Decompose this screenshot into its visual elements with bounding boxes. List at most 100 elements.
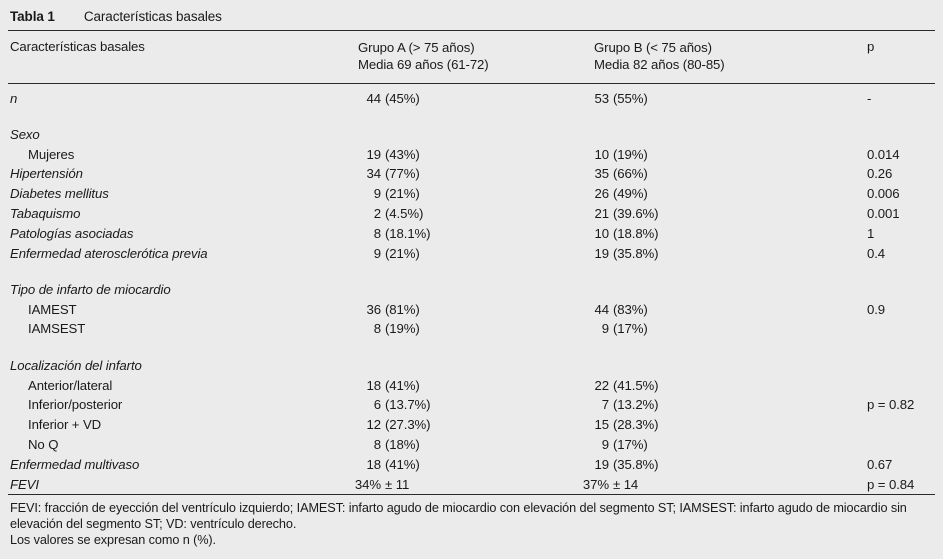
value-percent: (4.5%) bbox=[385, 205, 424, 221]
value-count: 6 bbox=[373, 397, 381, 413]
column-header-characteristics: Características basales bbox=[10, 38, 145, 54]
p-value: - bbox=[867, 90, 872, 106]
p-value: 0.014 bbox=[867, 146, 900, 162]
value-count: 9 bbox=[601, 436, 609, 452]
value-percent: (43%) bbox=[385, 146, 420, 162]
table-row: Inferior/posterior 6 (13.7%) 7 (13.2%) p = 0.… bbox=[0, 395, 943, 415]
group-b-value: 26 (49%) bbox=[576, 184, 648, 204]
group-b-value: 9 (17%) bbox=[576, 435, 648, 455]
table-row: IAMEST 36 (81%) 44 (83%) 0.9 bbox=[0, 300, 943, 320]
value-count: 8 bbox=[373, 321, 381, 337]
value-percent: (55%) bbox=[613, 90, 648, 106]
group-a-value: 34% ± 11 bbox=[347, 475, 409, 495]
value-percent: (77%) bbox=[385, 166, 420, 182]
table-row: n 44 (45%) 53 (55%) - bbox=[0, 89, 943, 109]
value-percent: (13.2%) bbox=[613, 397, 659, 413]
group-a-value: 9 (21%) bbox=[347, 244, 420, 264]
group-a-value: 36 (81%) bbox=[347, 300, 420, 320]
value-count: 19 bbox=[594, 456, 610, 472]
value-count: 35 bbox=[594, 166, 610, 182]
table-row: Sexo bbox=[0, 125, 943, 145]
value-count: 7 bbox=[601, 397, 609, 413]
group-a-value: 9 (21%) bbox=[347, 184, 420, 204]
value-percent: (28.3%) bbox=[613, 417, 659, 433]
value-count: 8 bbox=[373, 436, 381, 452]
group-b-value: 9 (17%) bbox=[576, 319, 648, 339]
group-b-value: 19 (35.8%) bbox=[576, 244, 659, 264]
table-row: Tabaquismo 2 (4.5%) 21 (39.6%) 0.001 bbox=[0, 204, 943, 224]
group-b-title: Grupo B (< 75 años) bbox=[594, 39, 712, 55]
row-label: Localización del infarto bbox=[10, 357, 142, 373]
group-a-value: 34 (77%) bbox=[347, 164, 420, 184]
value-count: 22 bbox=[594, 377, 610, 393]
value-percent: (66%) bbox=[613, 166, 648, 182]
value-count: 19 bbox=[594, 245, 610, 261]
value-percent: (41.5%) bbox=[613, 377, 659, 393]
value-percent: (45%) bbox=[385, 90, 420, 106]
group-a-value: 8 (18%) bbox=[347, 435, 420, 455]
value-percent: (21%) bbox=[385, 245, 420, 261]
table-row: Enfermedad aterosclerótica previa 9 (21%) 1… bbox=[0, 244, 943, 264]
value-percent: (41%) bbox=[385, 456, 420, 472]
table-row: FEVI 34% ± 11 37% ± 14 p = 0.84 bbox=[0, 475, 943, 495]
group-b-value: 10 (18.8%) bbox=[576, 224, 659, 244]
table-row: Hipertensión 34 (77%) 35 (66%) 0.26 bbox=[0, 164, 943, 184]
row-label: Mujeres bbox=[28, 146, 75, 162]
value-percent: (49%) bbox=[613, 186, 648, 202]
value-count: 2 bbox=[373, 205, 381, 221]
p-value: 0.001 bbox=[867, 205, 900, 221]
row-label: Enfermedad aterosclerótica previa bbox=[10, 245, 208, 261]
value-percent: (27.3%) bbox=[385, 417, 431, 433]
row-label: Diabetes mellitus bbox=[10, 186, 109, 202]
table-number: Tabla 1 bbox=[10, 9, 55, 24]
table-footnotes: FEVI: fracción de eyección del ventrícul… bbox=[0, 495, 943, 548]
group-b-value: 37% ± 14 bbox=[576, 475, 638, 495]
p-value: 0.4 bbox=[867, 245, 886, 261]
row-label: Enfermedad multivaso bbox=[10, 456, 140, 472]
group-b-subtitle: Media 82 años (80-85) bbox=[594, 57, 725, 73]
p-value: 0.006 bbox=[867, 186, 900, 202]
p-value: p = 0.84 bbox=[867, 476, 915, 492]
group-b-value: 44 (83%) bbox=[576, 300, 648, 320]
group-a-value: 44 (45%) bbox=[347, 89, 420, 109]
group-b-value: 19 (35.8%) bbox=[576, 455, 659, 475]
p-value: 0.9 bbox=[867, 301, 886, 317]
value-percent: (35.8%) bbox=[613, 456, 659, 472]
value-percent: (41%) bbox=[385, 377, 420, 393]
column-header-p: p bbox=[867, 38, 875, 54]
group-b-value: 10 (19%) bbox=[576, 145, 648, 165]
p-value: 0.26 bbox=[867, 166, 893, 182]
table-row: Tipo de infarto de miocardio bbox=[0, 280, 943, 300]
value-percent: ± 11 bbox=[385, 476, 410, 492]
row-label: Inferior/posterior bbox=[28, 397, 123, 413]
group-a-value: 19 (43%) bbox=[347, 145, 420, 165]
value-percent: (21%) bbox=[385, 186, 420, 202]
row-label: Hipertensión bbox=[10, 166, 83, 182]
value-percent: (18.1%) bbox=[385, 225, 431, 241]
group-a-value: 18 (41%) bbox=[347, 376, 420, 396]
row-label: Anterior/lateral bbox=[28, 377, 113, 393]
value-count: 9 bbox=[373, 245, 381, 261]
value-percent: (19%) bbox=[385, 321, 420, 337]
value-count: 10 bbox=[594, 225, 610, 241]
row-label: Inferior + VD bbox=[28, 417, 102, 433]
value-percent: (17%) bbox=[613, 321, 648, 337]
table-row: Localización del infarto bbox=[0, 356, 943, 376]
p-value: 1 bbox=[867, 225, 875, 241]
row-label: Sexo bbox=[10, 126, 40, 142]
value-percent: (83%) bbox=[613, 301, 648, 317]
group-b-value: 35 (66%) bbox=[576, 164, 648, 184]
footnote-values: Los valores se expresan como n (%). bbox=[10, 532, 216, 547]
value-count: 9 bbox=[373, 186, 381, 202]
column-header-group-b: Grupo B (< 75 años) Media 82 años (80-85… bbox=[594, 39, 725, 74]
table-row: No Q 8 (18%) 9 (17%) bbox=[0, 435, 943, 455]
caption-divider-line bbox=[8, 29, 935, 31]
group-b-value: 22 (41.5%) bbox=[576, 376, 659, 396]
row-label: Patologías asociadas bbox=[10, 225, 134, 241]
value-count: 10 bbox=[594, 146, 610, 162]
value-count: 34% bbox=[354, 476, 381, 492]
row-label: n bbox=[10, 90, 18, 106]
value-count: 21 bbox=[594, 205, 610, 221]
table-rows: n 44 (45%) 53 (55%) - Sexo Mujeres 19 (43%) 10 (19%… bbox=[0, 84, 943, 495]
